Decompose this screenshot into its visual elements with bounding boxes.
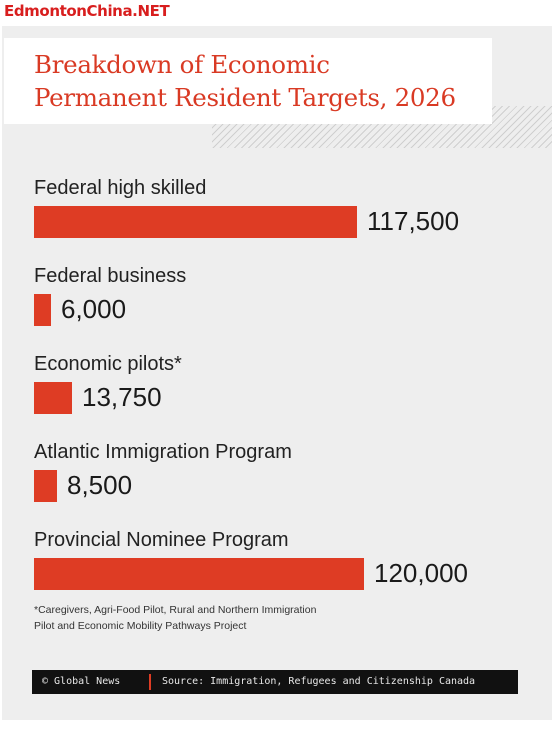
footnote-line-1: *Caregivers, Agri-Food Pilot, Rural and … xyxy=(34,604,317,616)
value-label: 8,500 xyxy=(67,470,133,500)
infographic-panel: Breakdown of Economic Permanent Resident… xyxy=(2,26,552,720)
footer-separator xyxy=(149,674,151,690)
title-box: Breakdown of Economic Permanent Resident… xyxy=(4,38,492,124)
bar xyxy=(34,382,72,414)
value-label: 13,750 xyxy=(82,382,162,412)
bar xyxy=(34,470,57,502)
chart-title-line-1: Breakdown of Economic xyxy=(34,50,330,79)
footnote: *Caregivers, Agri-Food Pilot, Rural and … xyxy=(34,602,434,634)
footnote-line-2: Pilot and Economic Mobility Pathways Pro… xyxy=(34,620,247,632)
category-label: Federal high skilled xyxy=(34,177,207,199)
chart-title: Breakdown of Economic Permanent Resident… xyxy=(34,48,456,114)
category-label: Economic pilots* xyxy=(34,353,182,375)
footer-brand: © Global News xyxy=(42,676,121,687)
category-label: Atlantic Immigration Program xyxy=(34,441,292,463)
value-label: 117,500 xyxy=(367,206,460,236)
bar xyxy=(34,294,51,326)
footer-bar: © Global News Source: Immigration, Refug… xyxy=(32,670,518,694)
value-label: 120,000 xyxy=(374,558,468,588)
chart-title-line-2: Permanent Resident Targets, 2026 xyxy=(34,83,456,112)
value-label: 6,000 xyxy=(61,294,127,324)
category-label: Provincial Nominee Program xyxy=(34,529,289,551)
watermark-logo: EdmontonChina.NET xyxy=(4,2,170,20)
bar xyxy=(34,558,364,590)
bar xyxy=(34,206,357,238)
footer-source: Source: Immigration, Refugees and Citize… xyxy=(162,676,476,687)
category-label: Federal business xyxy=(34,265,187,287)
